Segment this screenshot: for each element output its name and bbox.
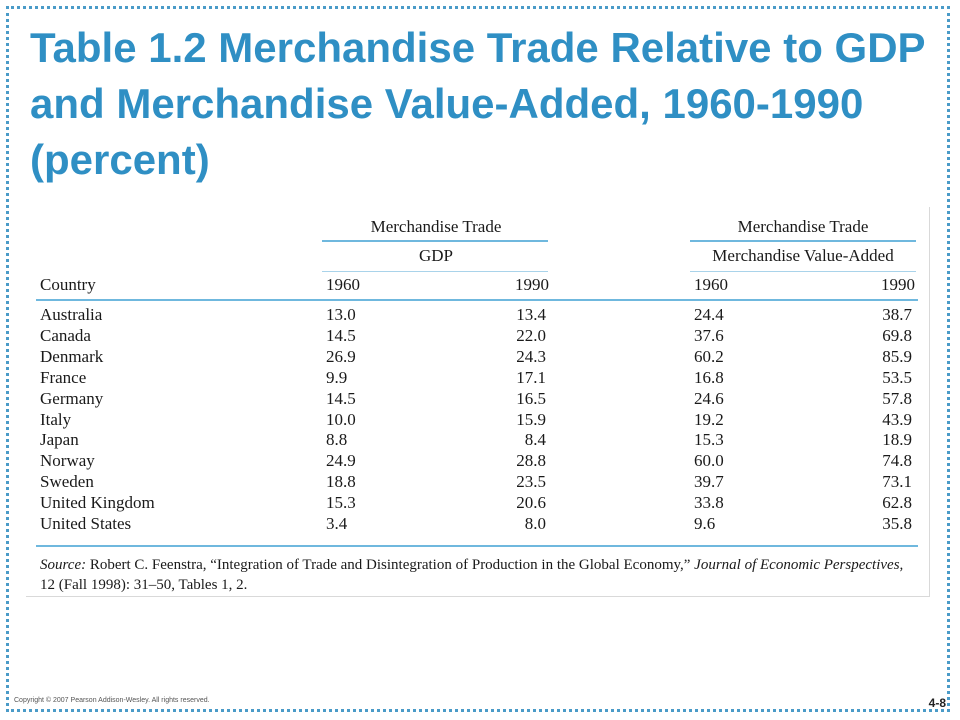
gdp-1990-cell: 13.4 [516, 305, 546, 324]
gdp-1990-cell: 17.1 [516, 367, 546, 387]
gdp-1960-cell: 15.3 [326, 493, 356, 513]
mva-1960-cell: 24.4 [694, 305, 724, 324]
table-row: Canada 14.5 22.0 37.6 69.8 [26, 326, 926, 347]
country-cell: Sweden [40, 472, 94, 492]
gdp-1960-cell: 24.9 [326, 451, 356, 471]
mva-1960-cell: 15.3 [694, 430, 724, 450]
col-header-1990-gdp: 1990 [515, 275, 549, 294]
gdp-1960-cell: 8.8 [326, 430, 348, 450]
mva-1960-cell: 37.6 [694, 325, 724, 345]
gdp-1990-cell: 23.5 [516, 472, 546, 492]
gdp-1960-cell: 3.4 [326, 514, 348, 533]
mva-1990-cell: 69.8 [882, 325, 912, 345]
data-table: Merchandise Trade GDP Merchandise Trade … [26, 207, 930, 597]
source-text-2: 12 (Fall 1998): 31–50, Tables 1, 2. [40, 577, 248, 593]
mva-1990-cell: 57.8 [882, 388, 912, 408]
col-header-1960-gdp: 1960 [326, 275, 360, 294]
gdp-1990-cell: 8.4 [524, 430, 546, 450]
gdp-1990-cell: 15.9 [516, 409, 546, 429]
country-cell: Italy [40, 409, 72, 429]
country-cell: Japan [40, 430, 79, 450]
mva-1990-cell: 62.8 [882, 493, 912, 513]
mva-1960-cell: 33.8 [694, 493, 724, 513]
footer-rule [36, 545, 918, 547]
mva-1990-cell: 85.9 [882, 346, 912, 366]
gdp-1990-cell: 28.8 [516, 451, 546, 471]
gdp-1990-cell: 8.0 [524, 514, 546, 533]
country-cell: Canada [40, 325, 91, 345]
source-journal: Journal of Economic Perspectives, [694, 557, 904, 573]
table-row: Australia 13.0 13.4 24.4 38.7 [26, 305, 926, 326]
mva-1990-cell: 73.1 [882, 472, 912, 492]
mva-1990-cell: 38.7 [882, 305, 912, 324]
group-right-rule [690, 240, 916, 242]
gdp-1990-cell: 24.3 [516, 346, 546, 366]
mva-1990-cell: 35.8 [882, 514, 912, 533]
table-row: Germany 14.5 16.5 24.6 57.8 [26, 389, 926, 410]
gdp-1960-cell: 14.5 [326, 325, 356, 345]
country-cell: Australia [40, 305, 103, 324]
gdp-1960-cell: 10.0 [326, 409, 356, 429]
table-row: Sweden 18.8 23.5 39.7 73.1 [26, 472, 926, 493]
col-header-1990-mva: 1990 [881, 275, 915, 294]
mva-1960-cell: 24.6 [694, 388, 724, 408]
gdp-1990-cell: 16.5 [516, 388, 546, 408]
mva-1960-cell: 60.0 [694, 451, 724, 471]
table-row: Italy 10.0 15.9 19.2 43.9 [26, 410, 926, 431]
country-cell: United Kingdom [40, 493, 155, 513]
country-cell: United States [40, 514, 132, 533]
gdp-1960-cell: 9.9 [326, 367, 348, 387]
group-right-top-label: Merchandise Trade [737, 217, 869, 236]
country-cell: Norway [40, 451, 95, 471]
mva-1990-cell: 43.9 [882, 409, 912, 429]
group-right-bottom-label: Merchandise Value-Added [712, 246, 894, 265]
country-cell: Germany [40, 388, 104, 408]
mva-1960-cell: 60.2 [694, 346, 724, 366]
gdp-1960-cell: 13.0 [326, 305, 356, 324]
group-left-rule [322, 240, 548, 242]
page-number: 4-8 [928, 696, 946, 710]
table-row: Japan 8.8 8.4 15.3 18.9 [26, 430, 926, 451]
gdp-1990-cell: 20.6 [516, 493, 546, 513]
slide-frame [6, 6, 950, 712]
mva-1960-cell: 9.6 [694, 514, 716, 533]
country-cell: Denmark [40, 346, 104, 366]
gdp-1960-cell: 26.9 [326, 346, 356, 366]
source-text-1: Robert C. Feenstra, “Integration of Trad… [86, 557, 695, 573]
mva-1960-cell: 19.2 [694, 409, 724, 429]
table-row: Denmark 26.9 24.3 60.2 85.9 [26, 347, 926, 368]
mva-1990-cell: 74.8 [882, 451, 912, 471]
table-row: United Kingdom 15.3 20.6 33.8 62.8 [26, 493, 926, 514]
group-right-subrule [690, 271, 916, 272]
gdp-1960-cell: 18.8 [326, 472, 356, 492]
country-cell: France [40, 367, 87, 387]
header-rule [36, 299, 918, 301]
table-row: France 9.9 17.1 16.8 53.5 [26, 368, 926, 389]
group-left-subrule [322, 271, 548, 272]
mva-1990-cell: 53.5 [882, 367, 912, 387]
col-header-country: Country [40, 275, 96, 294]
gdp-1960-cell: 14.5 [326, 388, 356, 408]
source-note: Source: Robert C. Feenstra, “Integration… [40, 555, 910, 595]
col-header-1960-mva: 1960 [694, 275, 728, 294]
group-left-top-label: Merchandise Trade [370, 217, 502, 236]
gdp-1990-cell: 22.0 [516, 325, 546, 345]
table-row: United States 3.4 8.0 9.6 35.8 [26, 514, 926, 535]
table-row: Norway 24.9 28.8 60.0 74.8 [26, 451, 926, 472]
mva-1960-cell: 39.7 [694, 472, 724, 492]
slide-title: Table 1.2 Merchandise Trade Relative to … [30, 24, 925, 183]
mva-1960-cell: 16.8 [694, 367, 724, 387]
copyright-notice: Copyright © 2007 Pearson Addison-Wesley.… [14, 697, 210, 704]
source-label: Source: [40, 557, 87, 573]
mva-1990-cell: 18.9 [882, 430, 912, 450]
group-left-bottom-label: GDP [418, 246, 453, 265]
